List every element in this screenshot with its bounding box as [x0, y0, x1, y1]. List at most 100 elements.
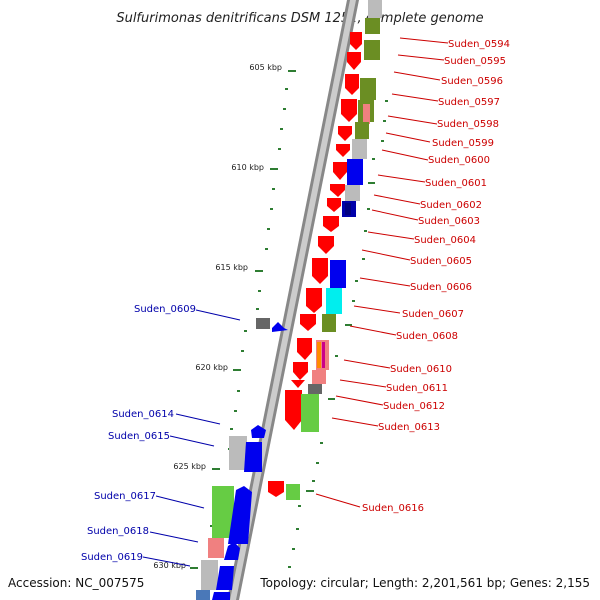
feature-track	[286, 0, 382, 500]
gene-arrow[interactable]	[345, 74, 359, 95]
gene-label[interactable]: Suden_0595	[444, 56, 506, 67]
gene-arrow[interactable]	[312, 258, 328, 284]
gene-label[interactable]: Suden_0605	[410, 256, 472, 267]
gene-block[interactable]	[347, 159, 363, 185]
gene-label[interactable]: Suden_0615	[108, 431, 170, 442]
gene-arrow[interactable]	[228, 486, 252, 544]
reverse-strand-track	[268, 32, 362, 497]
gene-label[interactable]: Suden_0600	[428, 155, 490, 166]
left-gene-labels: Suden_0609 Suden_0614 Suden_0615 Suden_0…	[81, 304, 196, 563]
gene-block[interactable]	[365, 18, 380, 34]
gene-label[interactable]: Suden_0599	[432, 138, 494, 149]
gene-block[interactable]	[301, 394, 319, 432]
gene-arrow[interactable]	[323, 216, 339, 232]
gene-label[interactable]: Suden_0596	[441, 76, 503, 87]
tick-label: 605 kbp	[249, 63, 282, 72]
gene-label[interactable]: Suden_0613	[378, 422, 440, 433]
gene-block[interactable]	[364, 40, 380, 60]
gene-label[interactable]: Suden_0598	[437, 119, 499, 130]
gene-block[interactable]	[322, 314, 336, 332]
gene-label[interactable]: Suden_0619	[81, 552, 143, 563]
gene-arrow[interactable]	[212, 592, 230, 600]
gene-arrow[interactable]	[336, 144, 350, 157]
gene-block[interactable]	[322, 342, 325, 368]
gene-block[interactable]	[196, 590, 210, 600]
gene-label[interactable]: Suden_0610	[390, 364, 452, 375]
gene-block[interactable]	[208, 538, 224, 558]
gene-block[interactable]	[360, 78, 376, 100]
gene-block[interactable]	[201, 560, 218, 590]
gene-block[interactable]	[212, 486, 234, 538]
gene-arrow[interactable]	[293, 362, 308, 380]
gene-block[interactable]	[345, 203, 351, 215]
topology-text: Topology: circular; Length: 2,201,561 bp…	[259, 576, 590, 590]
gene-arrow[interactable]	[338, 126, 352, 141]
gene-arrow[interactable]	[330, 184, 345, 197]
gene-label[interactable]: Suden_0609	[134, 304, 196, 315]
gene-label[interactable]: Suden_0618	[87, 526, 149, 537]
gene-block[interactable]	[345, 185, 360, 201]
gene-arrow[interactable]	[251, 425, 266, 438]
gene-label[interactable]: Suden_0601	[425, 178, 487, 189]
gene-label[interactable]: Suden_0606	[410, 282, 472, 293]
gene-arrow[interactable]	[297, 338, 312, 360]
gene-arrow[interactable]	[333, 162, 347, 180]
gene-label[interactable]: Suden_0608	[396, 331, 458, 342]
tick-label: 630 kbp	[153, 561, 186, 570]
gene-block[interactable]	[363, 104, 370, 124]
gene-block[interactable]	[326, 288, 342, 314]
gene-label[interactable]: Suden_0604	[414, 235, 476, 246]
gene-label[interactable]: Suden_0597	[438, 97, 500, 108]
gene-label[interactable]: Suden_0594	[448, 39, 510, 50]
tick-mark	[288, 70, 296, 72]
tick-mark	[255, 270, 263, 272]
gene-block[interactable]	[229, 436, 247, 470]
gene-label[interactable]: Suden_0611	[386, 383, 448, 394]
gene-block[interactable]	[312, 370, 326, 384]
gene-arrow[interactable]	[272, 322, 288, 332]
left-leader-lines	[142, 309, 241, 567]
gene-label[interactable]: Suden_0617	[94, 491, 156, 502]
gene-arrow[interactable]	[285, 390, 302, 430]
gene-block[interactable]	[352, 139, 367, 159]
gene-arrow[interactable]	[318, 236, 334, 254]
gene-label[interactable]: Suden_0616	[362, 503, 424, 514]
gene-label[interactable]: Suden_0602	[420, 200, 482, 211]
gene-block[interactable]	[317, 342, 321, 368]
gene-label[interactable]: Suden_0612	[383, 401, 445, 412]
gene-arrow[interactable]	[244, 442, 262, 472]
tick-mark	[233, 369, 241, 371]
tick-label: 615 kbp	[215, 263, 248, 272]
gene-block[interactable]	[368, 0, 382, 18]
gene-label[interactable]: Suden_0603	[418, 216, 480, 227]
gene-label[interactable]: Suden_0614	[112, 409, 174, 420]
gene-block[interactable]	[286, 484, 300, 500]
scale-labels: 605 kbp 610 kbp 615 kbp 620 kbp 625 kbp …	[153, 63, 282, 570]
gene-arrow[interactable]	[327, 198, 341, 212]
gene-block[interactable]	[355, 122, 369, 139]
tick-label: 610 kbp	[231, 163, 264, 172]
gene-arrow[interactable]	[341, 99, 357, 122]
right-gene-labels: Suden_0594 Suden_0595 Suden_0596 Suden_0…	[362, 39, 510, 514]
accession-text: Accession: NC_007575	[8, 576, 144, 590]
gene-arrow[interactable]	[216, 566, 234, 590]
genome-title: Sulfurimonas denitrificans DSM 1251, com…	[116, 11, 483, 26]
gene-arrow[interactable]	[347, 52, 361, 70]
tick-label: 620 kbp	[195, 363, 228, 372]
gene-block[interactable]	[330, 260, 346, 288]
gene-arrow[interactable]	[350, 32, 362, 50]
forward-strand-track	[196, 318, 288, 600]
gene-arrow[interactable]	[268, 481, 284, 497]
gene-arrow[interactable]	[224, 542, 240, 560]
right-leader-lines	[315, 37, 449, 508]
gene-block[interactable]	[308, 384, 322, 394]
gene-label[interactable]: Suden_0607	[402, 309, 464, 320]
gene-arrow[interactable]	[291, 380, 305, 388]
gene-block[interactable]	[256, 318, 270, 329]
tick-label: 625 kbp	[173, 462, 206, 471]
tick-mark	[190, 567, 198, 569]
gene-arrow[interactable]	[300, 314, 316, 331]
gene-arrow[interactable]	[306, 288, 322, 313]
